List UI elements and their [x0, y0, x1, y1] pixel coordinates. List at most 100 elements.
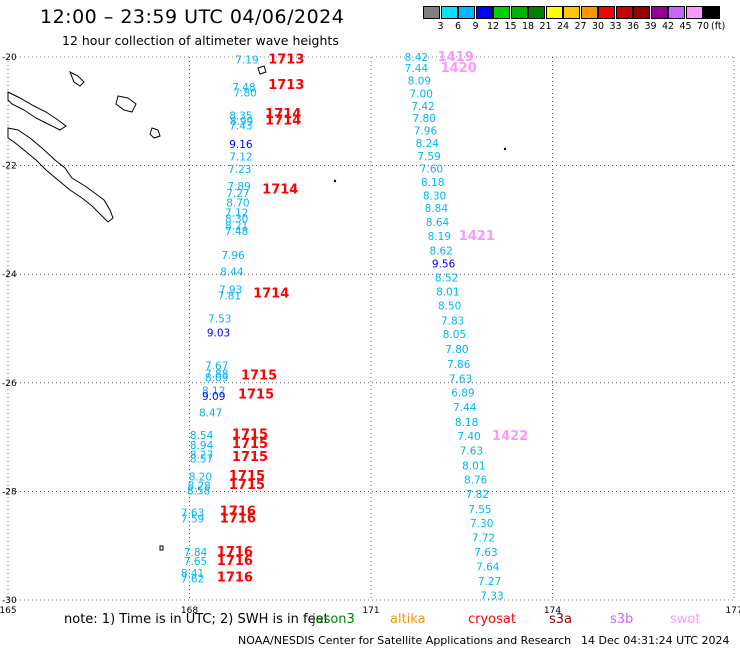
time-label: 1716 — [217, 571, 253, 586]
time-label: 1715 — [232, 450, 268, 465]
scale-label: 42 — [661, 21, 675, 32]
time-label: 1715 — [232, 427, 268, 442]
wave-height-reading: 8.47 — [199, 408, 222, 420]
wave-height-reading: 7.42 — [411, 101, 434, 113]
wave-height-reading: 8.50 — [438, 301, 461, 313]
wave-height-reading: 7.48 — [225, 226, 248, 238]
scale-swatch — [475, 6, 493, 19]
scale-label: 27 — [574, 21, 587, 32]
coastline — [7, 65, 267, 551]
wave-height-reading: 7.81 — [218, 290, 241, 302]
wave-height-reading: 8.44 — [220, 266, 244, 278]
wave-height-reading: 8.19 — [428, 231, 451, 243]
wave-height-reading: 8.18 — [455, 417, 478, 429]
wave-height-reading: 8.09 — [408, 75, 431, 87]
loyalty-islands — [69, 70, 161, 139]
map-subtitle: 12 hour collection of altimeter wave hei… — [62, 33, 339, 48]
wave-height-reading: 8.58 — [187, 485, 210, 497]
lat-label: -24 — [2, 270, 17, 280]
time-label: 1716 — [217, 545, 253, 560]
scale-swatch — [633, 6, 650, 19]
small-island-3 — [333, 179, 337, 183]
wave-height-reading: 7.82 — [466, 489, 489, 501]
scale-label: 6 — [454, 21, 462, 32]
mission-label-altika: altika — [390, 612, 426, 627]
scale-label: 39 — [644, 21, 657, 32]
wave-height-reading: 7.63 — [449, 373, 472, 385]
time-label: 1714 — [265, 107, 301, 122]
wave-height-reading: 7.63 — [460, 446, 483, 458]
scale-label: 21 — [539, 21, 552, 32]
scale-swatch — [528, 6, 545, 19]
lat-label: -30 — [2, 596, 17, 606]
scale-swatch — [563, 6, 580, 19]
mission-label-jason3: jason3 — [312, 612, 355, 627]
wave-height-reading: 8.41 — [181, 568, 204, 580]
time-label: 1714 — [253, 287, 289, 302]
wave-height-reading: 8.42 — [405, 52, 428, 64]
scale-swatch — [685, 6, 703, 19]
wave-height-reading: 8.09 — [205, 372, 228, 384]
wave-height-reading: 8.76 — [464, 474, 488, 486]
scale-label: 36 — [626, 21, 640, 32]
time-labels: 1713171317141714171417141715171517151715… — [217, 50, 528, 586]
small-island-2 — [159, 545, 164, 551]
lat-label: -28 — [2, 487, 17, 497]
time-label: 1716 — [220, 511, 256, 526]
wave-height-reading: 7.55 — [468, 504, 491, 516]
wave-height-reading: 7.33 — [480, 591, 503, 603]
time-label: 1715 — [238, 388, 274, 403]
wave-height-reading: 7.23 — [228, 164, 251, 176]
scale-label: 70 — [696, 21, 710, 32]
lon-label: 174 — [544, 606, 561, 616]
wave-height-reading: 7.84 — [184, 547, 208, 559]
scale-label: 24 — [556, 21, 570, 32]
scale-label: 12 — [486, 21, 500, 32]
scale-swatch — [493, 6, 510, 19]
scale-swatch — [650, 6, 668, 19]
wave-height-reading: 7.27 — [226, 188, 249, 200]
wave-height-reading: 8.01 — [462, 460, 485, 472]
scale-swatch — [510, 6, 528, 19]
footer-timestamp: 14 Dec 04:31:24 UTC 2024 — [581, 634, 730, 647]
wave-height-reading: 7.63 — [181, 508, 204, 520]
scale-swatch — [440, 6, 458, 19]
wave-height-reading: 8.52 — [435, 272, 458, 284]
wave-height-reading: 7.40 — [457, 431, 480, 443]
wave-height-reading: 7.96 — [414, 125, 438, 137]
wave-height-reading: 8.54 — [190, 430, 214, 442]
wave-height-reading: 7.59 — [181, 514, 204, 526]
lon-label: 171 — [362, 606, 379, 616]
wave-height-reading: 8.35 — [229, 111, 252, 123]
lon-label: 165 — [0, 606, 17, 616]
scale-label: 9 — [472, 21, 479, 32]
time-label: 1420 — [441, 61, 477, 76]
time-label: 1716 — [217, 554, 253, 569]
wave-height-reading: 7.86 — [447, 359, 471, 371]
small-island-1 — [257, 65, 267, 75]
wave-height-reading: 9.03 — [207, 327, 230, 339]
wave-height-reading: 8.28 — [187, 480, 210, 492]
wave-height-reading: 9.56 — [432, 258, 456, 270]
scale-swatch — [703, 6, 720, 19]
wave-height-reading: 7.80 — [445, 344, 468, 356]
scale-swatch — [423, 6, 440, 19]
wave-height-reading: 7.88 — [205, 369, 228, 381]
wave-height-reading: 8.01 — [436, 287, 459, 299]
time-label: 1422 — [492, 429, 528, 444]
wave-height-reading: 7.19 — [235, 55, 258, 67]
wave-height-reading: 7.67 — [205, 360, 228, 372]
wave-height-reading: 8.30 — [225, 213, 248, 225]
time-label: 1715 — [232, 437, 268, 452]
time-label: 1715 — [241, 369, 277, 384]
mission-label-swot: swot — [670, 612, 701, 627]
scale-label: 18 — [521, 21, 535, 32]
wave-height-reading: 9.09 — [202, 391, 225, 403]
note-text: note: 1) Time is in UTC; 2) SWH is in fe… — [64, 612, 329, 627]
time-label: 1419 — [438, 50, 474, 65]
wave-height-reading: 9.16 — [229, 139, 253, 151]
wave-readings: 7.197.487.808.358.997.439.167.127.237.89… — [181, 52, 504, 603]
wave-height-reading: 8.27 — [190, 449, 213, 461]
